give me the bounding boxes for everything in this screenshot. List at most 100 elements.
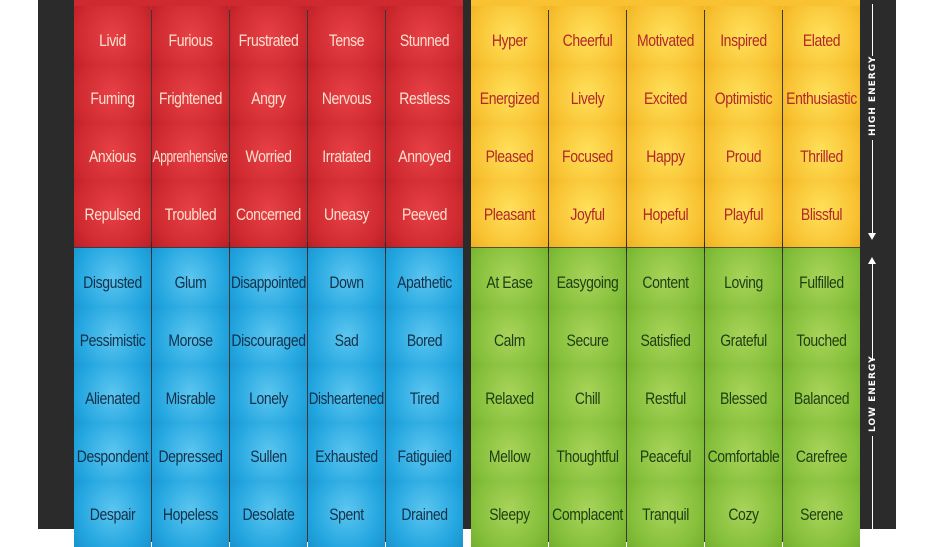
emotion-label: Lonely [249, 388, 288, 407]
emotion-cell: Exhausted [308, 421, 385, 490]
arrow-down-icon [868, 233, 876, 240]
emotion-cell: Excited [627, 63, 704, 132]
emotion-cell: Alienated [74, 363, 151, 432]
emotion-cell: Depressed [152, 421, 229, 490]
emotion-cell: Optimistic [705, 63, 782, 132]
emotion-label: Disappointed [230, 272, 307, 291]
emotion-label: Chill [574, 388, 601, 407]
emotion-cell: Fuming [74, 63, 151, 132]
emotion-label: Calm [493, 330, 526, 349]
emotion-label: Concerned [236, 204, 301, 223]
emotion-cell: Thoughtful [549, 421, 626, 490]
emotion-cell: Tranquil [627, 479, 704, 547]
emotion-cell: Discouraged [230, 305, 307, 374]
red-top-strip [74, 0, 463, 10]
emotion-label: Pleased [485, 146, 534, 165]
emotion-cell: Grateful [705, 305, 782, 374]
low-energy-axis-line-bottom [872, 436, 873, 529]
emotion-cell: Livid [74, 5, 151, 74]
high-energy-axis-line-bottom [872, 140, 873, 234]
emotion-cell: Irratated [308, 121, 385, 190]
emotion-cell: Hyper [471, 5, 548, 74]
yellow-quadrant: Hyper Cheerful Motivated Inspired Elated Ener… [471, 5, 860, 248]
emotion-label: Anxious [88, 146, 136, 165]
emotion-cell: Morose [152, 305, 229, 374]
emotion-label: Alienated [85, 388, 140, 407]
emotion-cell: Down [308, 247, 385, 316]
yellow-top-strip [471, 0, 860, 10]
emotion-label: Content [642, 272, 689, 291]
mood-meter-board: Livid Furious Frustrated Tense Stunned Fuming… [38, 0, 896, 547]
emotion-label: Annoyed [398, 146, 451, 165]
emotion-label: At Ease [486, 272, 533, 291]
emotion-cell: Peeved [386, 179, 463, 248]
emotion-cell: Fatiguied [386, 421, 463, 490]
emotion-label: Morose [168, 330, 213, 349]
emotion-label: Furious [168, 30, 213, 49]
emotion-cell: Lively [549, 63, 626, 132]
emotion-label: Inspired [720, 30, 767, 49]
emotion-label: Lively [570, 88, 605, 107]
emotion-cell: Drained [386, 479, 463, 547]
emotion-cell: Repulsed [74, 179, 151, 248]
emotion-label: Sleepy [489, 504, 530, 523]
emotion-label: Relaxed [485, 388, 534, 407]
emotion-label: Fuming [90, 88, 135, 107]
green-quadrant: At Ease Easygoing Content Loving Fulfilled Ca… [471, 247, 860, 547]
emotion-label: Proud [725, 146, 762, 165]
emotion-label: Repulsed [84, 204, 141, 223]
emotion-label: Secure [566, 330, 609, 349]
emotion-label: Touched [796, 330, 847, 349]
emotion-cell: Sullen [230, 421, 307, 490]
emotion-label: Easygoing [556, 272, 619, 291]
emotion-label: Balanced [793, 388, 850, 407]
high-energy-axis-line-top [872, 4, 873, 56]
emotion-cell: Spent [308, 479, 385, 547]
emotion-cell: Fulfilled [783, 247, 860, 316]
emotion-cell: Apathetic [386, 247, 463, 316]
emotion-label: Depressed [158, 446, 223, 465]
emotion-label: Carefree [795, 446, 848, 465]
emotion-label: Comfortable [707, 446, 780, 465]
emotion-label: Despondent [76, 446, 149, 465]
emotion-label: Joyful [570, 204, 605, 223]
emotion-cell: Disgusted [74, 247, 151, 316]
emotion-label: Fulfilled [799, 272, 844, 291]
emotion-cell: Satisfied [627, 305, 704, 374]
emotion-label: Satisfied [640, 330, 691, 349]
emotion-label: Pessimistic [79, 330, 146, 349]
emotion-cell: Nervous [308, 63, 385, 132]
emotion-cell: Proud [705, 121, 782, 190]
emotion-label: Despair [89, 504, 136, 523]
emotion-label: Restful [645, 388, 686, 407]
emotion-cell: Despondent [74, 421, 151, 490]
emotion-cell: Glum [152, 247, 229, 316]
emotion-cell: Complacent [549, 479, 626, 547]
emotion-cell: Sleepy [471, 479, 548, 547]
blue-quadrant: Disgusted Glum Disappointed Down Apathetic Pe… [74, 247, 463, 547]
emotion-cell: Enthusiastic [783, 63, 860, 132]
emotion-label: Disgusted [83, 272, 142, 291]
arrow-up-icon [868, 257, 876, 264]
emotion-cell: Energized [471, 63, 548, 132]
emotion-label: Energized [479, 88, 540, 107]
emotion-cell: Comfortable [705, 421, 782, 490]
emotion-label: Hopeful [642, 204, 689, 223]
emotion-label: Drained [401, 504, 448, 523]
emotion-cell: Anxious [74, 121, 151, 190]
emotion-label: Serene [800, 504, 843, 523]
emotion-label: Tranquil [642, 504, 689, 523]
emotion-label: Cozy [728, 504, 759, 523]
emotion-cell: Desolate [230, 479, 307, 547]
emotion-label: Excited [643, 88, 688, 107]
emotion-label: Hyper [491, 30, 528, 49]
emotion-cell: Apprenhensive [152, 121, 229, 190]
emotion-cell: Worried [230, 121, 307, 190]
emotion-label: Mellow [488, 446, 531, 465]
low-energy-label: LOW ENERGY [868, 355, 878, 432]
emotion-label: Livid [99, 30, 126, 49]
emotion-cell: Frightened [152, 63, 229, 132]
emotion-cell: Easygoing [549, 247, 626, 316]
emotion-label: Happy [646, 146, 685, 165]
emotion-label: Thrilled [800, 146, 843, 165]
